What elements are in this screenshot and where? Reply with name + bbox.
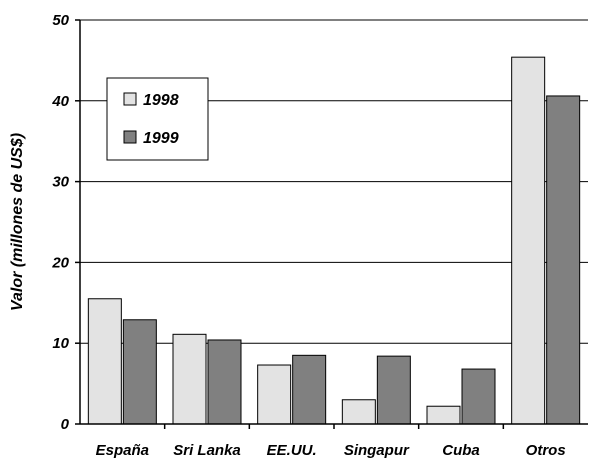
y-tick-label: 10 xyxy=(52,335,69,352)
bar-1999 xyxy=(292,354,327,425)
x-tick-labels: España Sri Lanka EE.UU. Singapur Cuba Otros xyxy=(96,424,566,459)
bar-1998 xyxy=(172,333,207,425)
x-tick-label: EE.UU. xyxy=(267,442,317,459)
bars xyxy=(87,56,581,425)
bar-1998 xyxy=(511,56,546,425)
legend-swatch-1999 xyxy=(123,130,137,144)
x-tick-label: Singapur xyxy=(344,442,410,459)
bar-1999 xyxy=(122,319,157,425)
bar-1999 xyxy=(461,368,496,425)
bar-1999 xyxy=(207,339,242,425)
bar-1998 xyxy=(87,298,122,425)
bar-1999 xyxy=(546,95,581,425)
y-tick-label: 50 xyxy=(52,12,69,29)
bar-1999 xyxy=(376,355,411,425)
x-tick-label: Otros xyxy=(526,442,566,459)
bar-1998 xyxy=(257,364,292,425)
y-tick-label: 20 xyxy=(51,254,69,271)
y-tick-label: 0 xyxy=(61,416,70,433)
y-tick-label: 40 xyxy=(51,93,69,110)
legend-label-1998: 1998 xyxy=(143,92,179,109)
gridlines xyxy=(75,19,588,425)
bar-1998 xyxy=(426,405,461,425)
legend: 1998 1999 xyxy=(106,77,209,161)
x-tick-label: Sri Lanka xyxy=(173,442,241,459)
y-tick-labels: 0 10 20 30 40 50 xyxy=(51,12,69,433)
x-tick-label: Cuba xyxy=(442,442,480,459)
legend-box xyxy=(106,77,209,161)
bar-1998 xyxy=(341,399,376,425)
x-tick-label: España xyxy=(96,442,149,459)
legend-label-1999: 1999 xyxy=(143,130,179,147)
y-axis-title: Valor (millones de US$) xyxy=(9,133,26,311)
legend-swatch-1998 xyxy=(123,92,137,106)
y-tick-label: 30 xyxy=(52,174,69,191)
